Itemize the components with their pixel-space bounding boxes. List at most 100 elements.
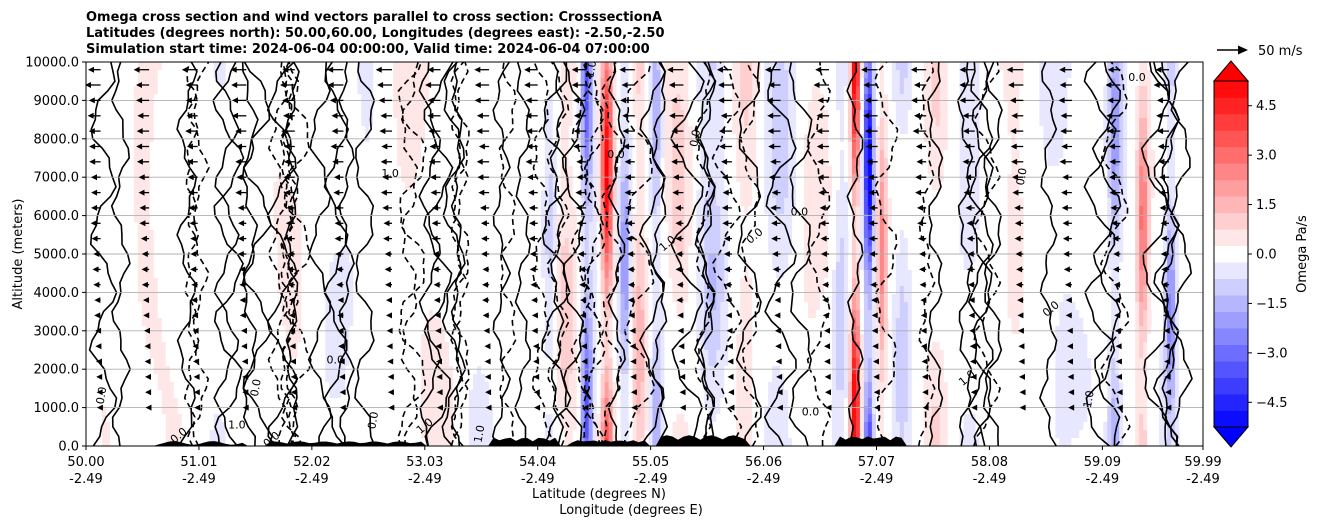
- field-cell: [480, 102, 486, 111]
- field-cell: [165, 318, 171, 327]
- field-cell: [325, 342, 330, 351]
- field-cell: [476, 134, 482, 143]
- field-cell: [297, 358, 303, 367]
- field-cell: [325, 270, 330, 279]
- field-cell: [157, 110, 163, 119]
- field-cell: [341, 126, 346, 135]
- field-cell: [385, 334, 390, 343]
- field-cell: [536, 246, 542, 255]
- field-cell: [377, 198, 382, 207]
- field-cell: [333, 334, 338, 343]
- field-cell: [229, 310, 235, 319]
- field-cell: [349, 302, 354, 311]
- field-cell: [293, 86, 299, 95]
- field-cell: [233, 262, 239, 271]
- field-cell: [357, 342, 362, 351]
- field-cell: [141, 134, 147, 143]
- field-cell: [141, 262, 147, 271]
- field-cell: [389, 166, 394, 175]
- field-cell: [441, 334, 446, 343]
- field-cell: [297, 406, 303, 415]
- field-cell: [325, 374, 330, 383]
- field-cell: [373, 94, 378, 103]
- field-cell: [309, 102, 314, 111]
- field-cell: [241, 438, 247, 446]
- field-cell: [209, 342, 215, 351]
- field-cell: [488, 278, 494, 287]
- field-cell: [273, 326, 279, 335]
- field-cell: [225, 254, 231, 263]
- field-cell: [89, 326, 95, 335]
- field-cell: [133, 382, 139, 391]
- field-cell: [241, 110, 247, 119]
- field-cell: [101, 438, 107, 446]
- field-cell: [89, 366, 95, 375]
- field-cell: [321, 150, 326, 159]
- field-cell: [297, 214, 303, 223]
- field-cell: [377, 358, 382, 367]
- field-cell: [113, 222, 119, 231]
- field-cell: [528, 310, 534, 319]
- field-cell: [129, 198, 135, 207]
- field-cell: [508, 222, 514, 231]
- field-cell: [305, 302, 310, 311]
- field-cell: [445, 158, 450, 167]
- field-cell: [297, 366, 303, 375]
- field-cell: [464, 422, 470, 431]
- field-cell: [353, 70, 358, 79]
- field-cell: [457, 358, 462, 367]
- field-cell: [377, 406, 382, 415]
- field-cell: [453, 382, 458, 391]
- field-cell: [193, 382, 199, 391]
- field-cell: [536, 214, 542, 223]
- field-cell: [377, 142, 382, 151]
- field-cell: [532, 334, 538, 343]
- field-cell: [532, 190, 538, 199]
- field-cell: [313, 86, 318, 95]
- field-cell: [149, 414, 155, 423]
- field-cell: [121, 230, 127, 239]
- field-cell: [413, 230, 418, 239]
- field-cell: [153, 430, 159, 439]
- field-cell: [133, 342, 139, 351]
- field-cell: [405, 158, 410, 167]
- field-cell: [93, 406, 99, 415]
- field-cell: [536, 150, 542, 159]
- field-cell: [476, 110, 482, 119]
- field-cell: [441, 206, 446, 215]
- field-cell: [349, 134, 354, 143]
- field-cell: [361, 78, 366, 87]
- field-cell: [369, 302, 374, 311]
- field-cell: [265, 230, 271, 239]
- field-cell: [229, 286, 235, 295]
- field-cell: [197, 414, 203, 423]
- field-cell: [161, 302, 167, 311]
- field-cell: [293, 198, 299, 207]
- field-cell: [89, 206, 95, 215]
- field-cell: [293, 190, 299, 199]
- field-cell: [293, 230, 299, 239]
- field-cell: [233, 398, 239, 407]
- field-cell: [225, 422, 231, 431]
- field-cell: [508, 254, 514, 263]
- field-cell: [137, 118, 143, 127]
- field-cell: [341, 142, 346, 151]
- field-cell: [121, 110, 127, 119]
- field-cell: [476, 86, 482, 95]
- field-cell: [261, 366, 267, 375]
- field-cell: [349, 326, 354, 335]
- field-cell: [333, 350, 338, 359]
- field-cell: [361, 390, 366, 399]
- field-cell: [417, 214, 422, 223]
- field-cell: [480, 78, 486, 87]
- field-cell: [472, 118, 478, 127]
- field-cell: [105, 150, 111, 159]
- field-cell: [373, 414, 378, 423]
- field-cell: [528, 150, 534, 159]
- field-cell: [253, 70, 259, 79]
- field-cell: [524, 342, 530, 351]
- field-cell: [153, 134, 159, 143]
- field-cell: [105, 206, 111, 215]
- field-cell: [301, 214, 307, 223]
- field-cell: [301, 142, 307, 151]
